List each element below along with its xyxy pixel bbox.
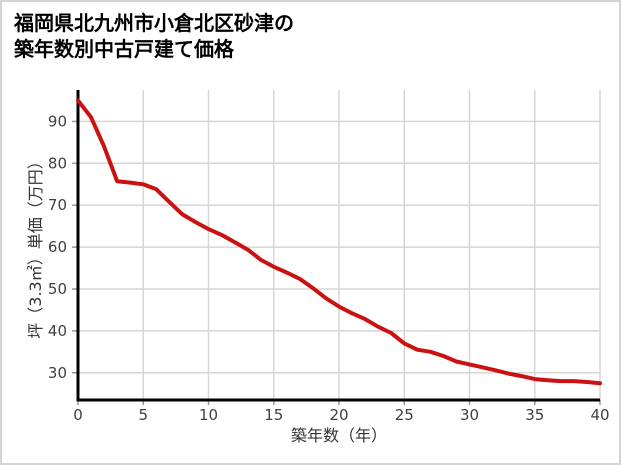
y-tick-label: 40 — [48, 322, 67, 340]
y-tick-label: 60 — [48, 238, 67, 256]
y-tick-label: 30 — [48, 364, 67, 382]
y-tick-label: 90 — [48, 112, 67, 130]
data-series-line — [76, 98, 602, 386]
x-tick-label: 0 — [73, 406, 83, 424]
x-tick-label: 35 — [525, 406, 544, 424]
y-tick-label: 80 — [48, 154, 67, 172]
chart-title-line1: 福岡県北九州市小倉北区砂津の — [14, 11, 294, 35]
gridlines — [78, 90, 601, 400]
x-tick-label: 5 — [138, 406, 148, 424]
x-tick-label: 10 — [199, 406, 218, 424]
x-tick-label: 15 — [264, 406, 283, 424]
axis-spines — [76, 90, 600, 402]
y-tick-labels: 30 40 50 60 70 80 90 — [48, 112, 67, 381]
x-tick-label: 40 — [590, 406, 609, 424]
x-axis-title: 築年数（年） — [290, 426, 387, 445]
x-tick-label: 25 — [395, 406, 414, 424]
chart-title-line2: 築年数別中古戸建て価格 — [14, 37, 234, 61]
price-line — [76, 98, 602, 386]
chart-title: 福岡県北九州市小倉北区砂津の 築年数別中古戸建て価格 — [14, 10, 294, 62]
x-tick-label: 30 — [460, 406, 479, 424]
x-tick-label: 20 — [329, 406, 348, 424]
y-tick-label: 70 — [48, 196, 67, 214]
y-tick-label: 50 — [48, 280, 67, 298]
x-tick-labels: 0 5 10 15 20 25 30 35 40 — [73, 406, 609, 424]
y-axis-title: 坪（3.3㎡）単価（万円） — [26, 153, 45, 339]
